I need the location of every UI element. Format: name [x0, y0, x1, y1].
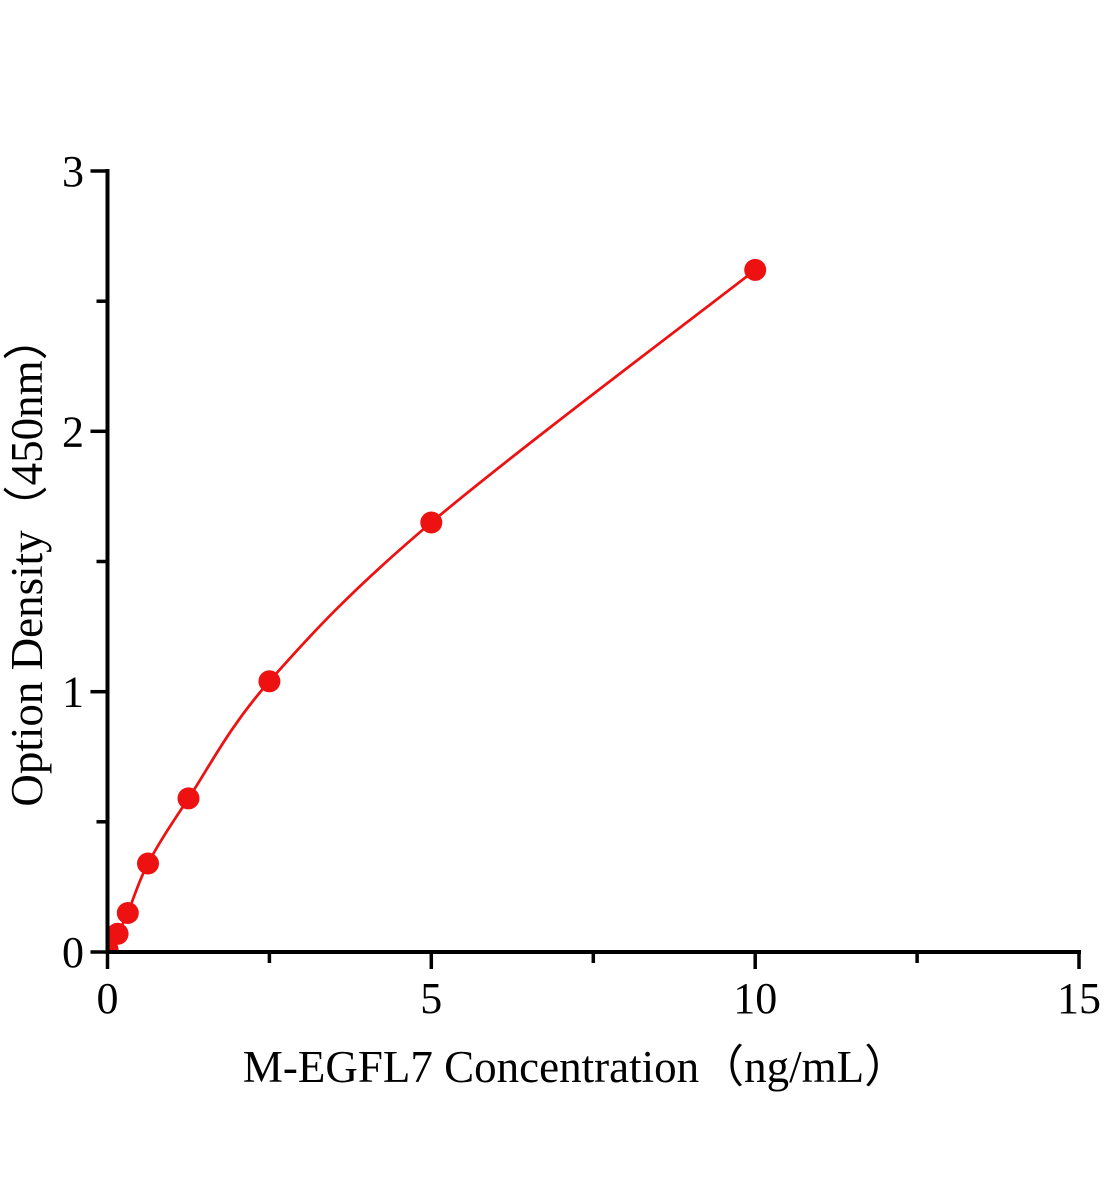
y-tick-label: 3 — [62, 147, 84, 196]
x-tick-label: 15 — [1057, 974, 1101, 1023]
x-tick-label: 5 — [420, 974, 442, 1023]
data-point — [116, 902, 139, 924]
x-tick-label: 10 — [733, 974, 777, 1023]
data-point — [137, 852, 159, 875]
y-tick-label: 1 — [62, 668, 84, 717]
axis-ticks — [90, 169, 1081, 969]
tick-labels: 0 5 10 15 0 1 2 3 — [62, 147, 1101, 1023]
data-point — [177, 787, 200, 810]
axes — [105, 169, 1081, 954]
data-point — [744, 258, 767, 281]
x-axis-title: M-EGFL7 Concentration（ng/mL） — [243, 1042, 909, 1092]
y-tick-label: 0 — [62, 928, 84, 977]
y-tick-label: 2 — [62, 407, 84, 456]
fit-curve — [109, 268, 757, 949]
data-point — [109, 922, 129, 945]
y-axis-title: Option Density（450nm） — [2, 315, 52, 806]
x-tick-label: 0 — [97, 974, 119, 1023]
data-point — [258, 670, 281, 693]
data-point — [420, 511, 443, 534]
data-layer — [109, 258, 767, 950]
